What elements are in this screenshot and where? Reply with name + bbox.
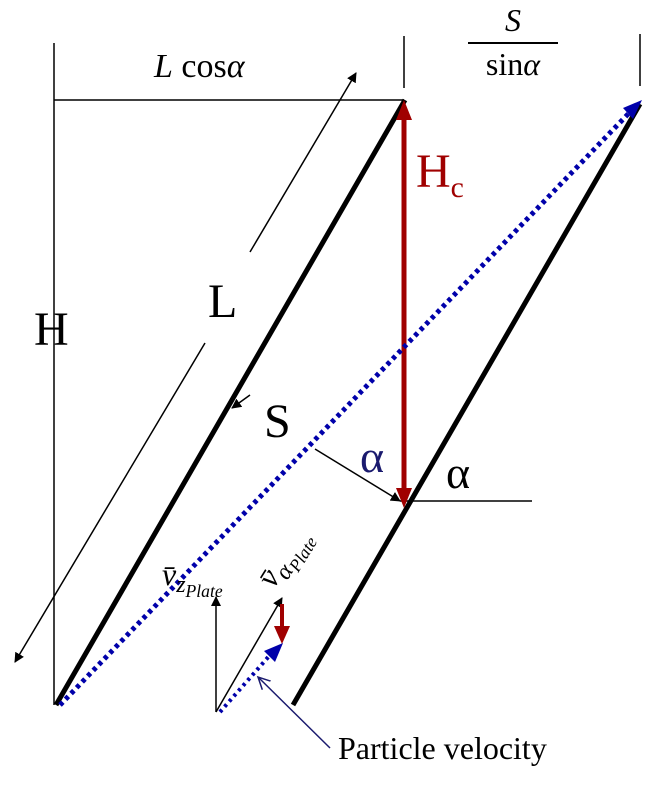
fraction-sin-text: sin [485, 46, 524, 82]
particle-velocity-leader [258, 677, 331, 749]
l-dimension-lower [14, 342, 206, 663]
hc-sub-text: c [450, 171, 464, 205]
lcos-alpha-text: α [226, 48, 245, 85]
hc-label: Hc [416, 145, 464, 203]
s-over-sin-alpha-fraction: S sinα [468, 4, 558, 80]
particle-velocity-blue-dotted [218, 653, 272, 714]
alpha-inner-label: α [360, 431, 385, 482]
valpha-plate-vector [215, 597, 283, 713]
vz-v-text: v̄ [162, 556, 177, 592]
fraction-numerator: S [505, 2, 521, 38]
fraction-denominator: sinα [468, 48, 558, 80]
particle-velocity-label: Particle velocity [338, 730, 547, 766]
fraction-bar [468, 42, 558, 44]
vz-plate-label: v̄zPlate [162, 556, 223, 600]
vz-z-text: z [176, 572, 186, 599]
l-dimension-upper [249, 72, 357, 253]
hc-arrowhead-top [396, 100, 412, 120]
s-dimension-arrow-to-plate [231, 394, 251, 409]
particle-velocity-blue-arrowhead [264, 643, 283, 662]
s-dimension-line [314, 448, 401, 502]
lcos-l-text: L [154, 48, 173, 85]
l-label: L [208, 275, 238, 328]
hc-main-text: H [416, 145, 451, 198]
h-label: H [34, 303, 69, 356]
particle-trajectory [58, 110, 632, 707]
s-label: S [264, 395, 291, 448]
lcos-cos-text: cos [181, 48, 227, 85]
settling-velocity-red-arrowhead [274, 626, 290, 644]
left-plate [53, 98, 408, 707]
hc-arrowhead-bottom [396, 488, 412, 508]
fraction-alpha-text: α [523, 46, 541, 82]
alpha-outer-label: α [446, 447, 471, 498]
lcos-alpha-label: L cosα [154, 50, 245, 84]
vz-sub-text: Plate [185, 581, 223, 602]
right-plate [290, 102, 643, 707]
trajectory-arrowhead [623, 100, 642, 119]
